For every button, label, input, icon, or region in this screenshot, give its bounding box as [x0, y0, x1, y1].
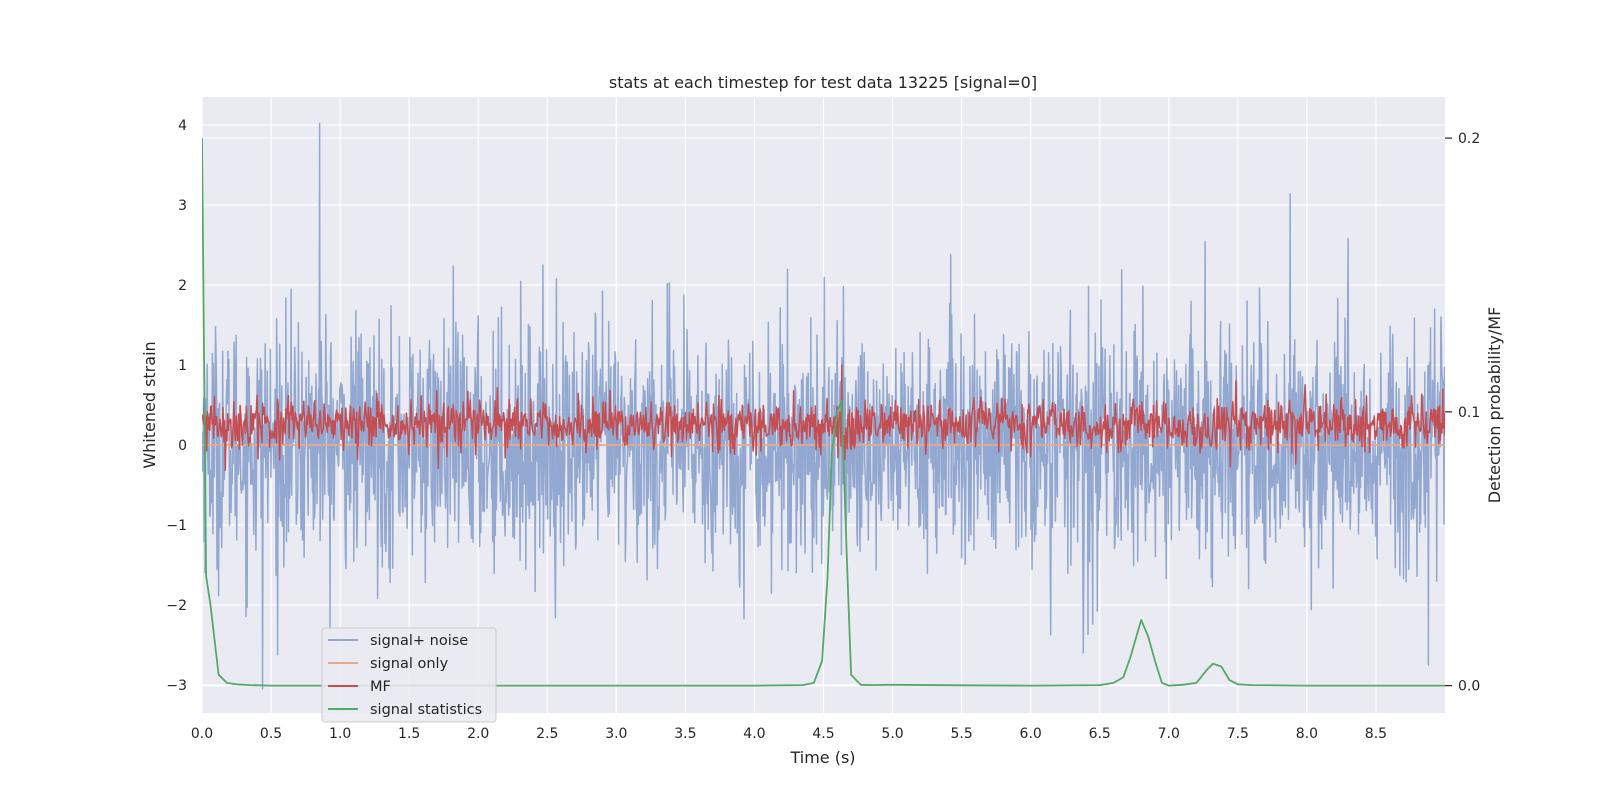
legend: signal+ noise signal only MF signal stat…: [321, 627, 497, 723]
x-tick-label: 2.0: [467, 726, 489, 742]
x-tick-label: 1.5: [398, 726, 420, 742]
legend-label-signal-only: signal only: [370, 656, 449, 672]
chart-title: stats at each timestep for test data 132…: [609, 73, 1037, 92]
series-line-signal-noise: [202, 122, 1445, 690]
legend-frame: [321, 627, 497, 723]
x-tick-label: 0.5: [260, 726, 282, 742]
y-tick-label: 3: [178, 198, 187, 214]
x-tick-label: 8.5: [1365, 726, 1387, 742]
y2-tick-label: 0.2: [1458, 131, 1480, 147]
x-tick-label: 6.0: [1020, 726, 1042, 742]
y-tick-label: 4: [178, 118, 187, 134]
x-tick-label: 7.0: [1158, 726, 1180, 742]
series-line-signal-statistics: [202, 138, 1445, 687]
x-tick-label: 0.0: [191, 726, 213, 742]
y-tick-label: −2: [166, 598, 187, 614]
y-tick-label: −3: [166, 678, 187, 694]
x-tick-label: 5.0: [881, 726, 903, 742]
y-tick-label: 2: [178, 278, 187, 294]
legend-label-mf: MF: [370, 679, 391, 695]
x-tick-label: 1.0: [329, 726, 351, 742]
x-tick-label: 8.0: [1296, 726, 1318, 742]
series-layer: [202, 122, 1445, 690]
x-tick-label: 4.5: [812, 726, 834, 742]
legend-label-signal-noise: signal+ noise: [370, 633, 468, 649]
y-tick-label: −1: [166, 518, 187, 534]
x-tick-label: 3.5: [674, 726, 696, 742]
legend-label-signal-statistics: signal statistics: [370, 702, 482, 718]
y2-axis-label: Detection probability/MF: [1485, 307, 1504, 504]
y-tick-label: 0: [178, 438, 187, 454]
y-tick-label: 1: [178, 358, 187, 374]
x-axis-label: Time (s): [789, 748, 855, 767]
x-tick-label: 5.5: [950, 726, 972, 742]
x-tick-label: 6.5: [1089, 726, 1111, 742]
x-tick-label: 3.0: [605, 726, 627, 742]
x-tick-label: 2.5: [536, 726, 558, 742]
y-axis-label: Whitened strain: [140, 341, 159, 468]
series-line-mf: [202, 364, 1445, 472]
ticks: 0.0 0.5 1.0 1.5 2.0 2.5 3.0 3.5 4.0 4.5 5.0 5.5 6.0 6…: [166, 118, 1480, 742]
x-tick-label: 4.0: [743, 726, 765, 742]
x-tick-label: 7.5: [1227, 726, 1249, 742]
y2-tick-label: 0.1: [1458, 405, 1480, 421]
y2-tick-label: 0.0: [1458, 679, 1480, 695]
